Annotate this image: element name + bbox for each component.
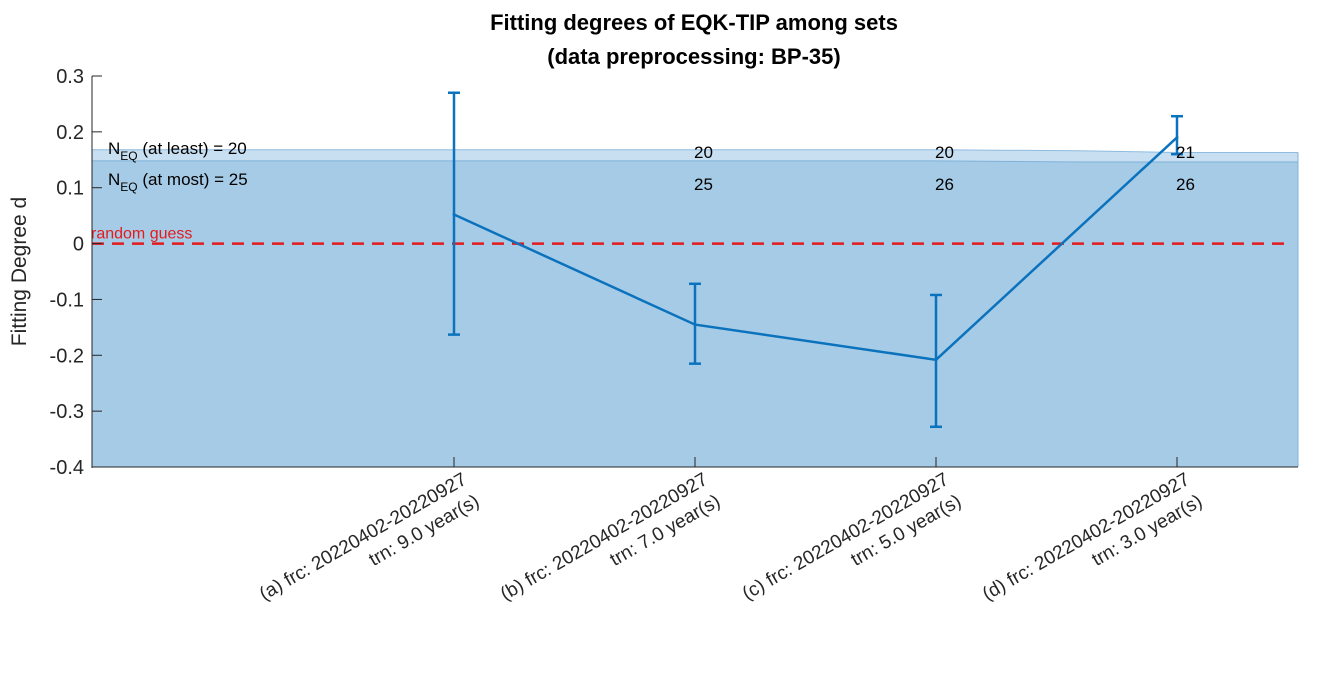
x-tick-label-line1: (d) frc: 20220402-20220927: [979, 469, 1194, 605]
y-tick-label: -0.2: [50, 345, 84, 367]
n-eq-at-most-value: 26: [1176, 175, 1195, 194]
n-eq-at-least-value: 20: [935, 143, 954, 162]
n-eq-at-most-label: NEQ (at most) = 25: [108, 170, 248, 194]
y-tick-label: 0.1: [56, 178, 84, 200]
y-tick-label: 0.3: [56, 66, 84, 88]
data-point: [693, 323, 697, 327]
n-eq-at-least-label: NEQ (at least) = 20: [108, 139, 247, 163]
chart-title-line2: (data preprocessing: BP-35): [547, 44, 840, 69]
chart-title-line1: Fitting degrees of EQK-TIP among sets: [490, 10, 898, 35]
data-point: [452, 213, 456, 217]
series-line: [453, 136, 1178, 362]
n-eq-at-most-value: 26: [935, 175, 954, 194]
reference-line-label: random guess: [91, 226, 192, 243]
y-tick-label: 0.2: [56, 122, 84, 144]
reference-layer: random guess: [91, 226, 1290, 245]
n-eq-at-most-value: 25: [694, 175, 713, 194]
data-point: [1175, 135, 1179, 139]
y-tick-label: -0.4: [50, 457, 84, 479]
y-tick-label: 0: [73, 234, 84, 256]
data-point: [934, 358, 938, 362]
n-eq-at-least-value: 21: [1176, 143, 1195, 162]
y-tick-label: -0.1: [50, 289, 84, 311]
series-layer: [448, 91, 1183, 429]
y-tick-label: -0.3: [50, 401, 84, 423]
y-axis-label: Fitting Degree d: [8, 197, 31, 346]
band-at-least-edge: [92, 149, 1298, 153]
n-eq-at-least-value: 20: [694, 143, 713, 162]
x-tick-label-line1: (b) frc: 20220402-20220927: [497, 469, 712, 605]
labels-layer: Fitting degrees of EQK-TIP among sets (da…: [108, 10, 1195, 194]
band-at-most-edge: [92, 160, 1298, 163]
x-tick-label-line1: (a) frc: 20220402-20220927: [256, 469, 471, 605]
x-tick-label-line1: (c) frc: 20220402-20220927: [739, 469, 953, 604]
